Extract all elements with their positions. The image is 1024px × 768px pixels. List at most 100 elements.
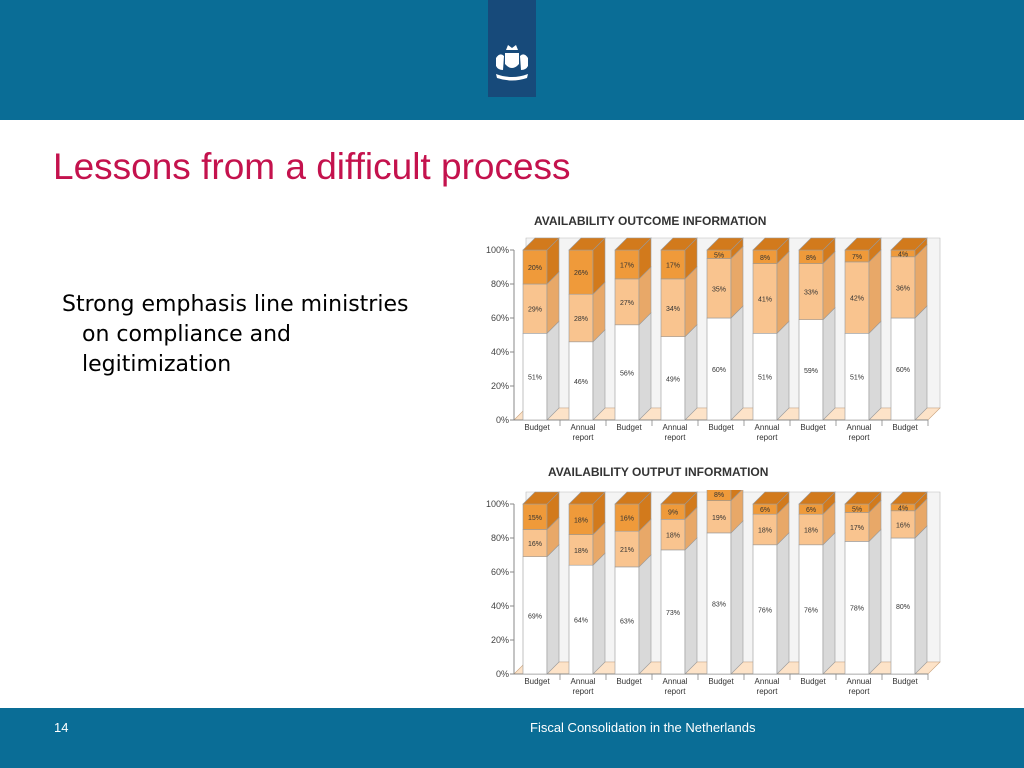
- body-text: Strong emphasis line ministries on compl…: [62, 292, 409, 377]
- category-label: Budget: [616, 423, 642, 432]
- data-label: 6%: [760, 507, 770, 514]
- category-label: Annual report: [847, 423, 872, 442]
- data-label: 28%: [574, 316, 588, 323]
- bar-side: [822, 306, 836, 421]
- data-label: 73%: [666, 610, 680, 617]
- bar-top: [568, 491, 606, 505]
- y-tick-label: 80%: [491, 279, 509, 289]
- bar-face: [522, 529, 548, 558]
- data-label: 36%: [896, 285, 910, 292]
- bar-face: [660, 278, 686, 338]
- category-label-line: Annual: [571, 423, 596, 432]
- data-label: 21%: [620, 547, 634, 554]
- category-label: Budget: [708, 677, 734, 686]
- bar-face: [522, 283, 548, 334]
- category-label: Budget: [524, 423, 550, 432]
- bar-side: [592, 329, 606, 421]
- bar-segment: 60%: [890, 305, 928, 421]
- bar-top: [890, 491, 928, 505]
- bar-segment: 35%: [706, 245, 744, 319]
- category-label-line: report: [665, 687, 687, 696]
- bar-side: [730, 520, 744, 675]
- data-label: 5%: [852, 506, 862, 513]
- top-bar: [0, 0, 1024, 120]
- bar-face: [614, 566, 640, 675]
- category-label: Annual report: [847, 677, 872, 696]
- data-label: 34%: [666, 306, 680, 313]
- category-label-line: Budget: [616, 677, 642, 686]
- bar-side: [776, 250, 790, 335]
- data-label: 18%: [758, 528, 772, 535]
- bar-segment: 17%: [614, 237, 652, 280]
- bar-face: [660, 549, 686, 675]
- y-tick-label: 100%: [486, 499, 509, 509]
- data-label: 7%: [852, 254, 862, 261]
- bar-top: [660, 237, 698, 251]
- bar-face: [706, 258, 732, 319]
- category-label-line: Budget: [524, 677, 550, 686]
- bar-face: [660, 336, 686, 421]
- category-label-line: Budget: [892, 677, 918, 686]
- data-label: 8%: [760, 255, 770, 262]
- data-label: 42%: [850, 296, 864, 303]
- y-tick-label: 60%: [491, 567, 509, 577]
- data-label: 51%: [758, 375, 772, 382]
- bar-side: [914, 525, 928, 675]
- bar-face: [660, 518, 686, 551]
- bar-segment: 69%: [522, 543, 560, 675]
- bar-segment: 49%: [660, 323, 698, 421]
- bar-face: [614, 530, 640, 568]
- bar-segment: 80%: [890, 525, 928, 675]
- category-label-line: Annual: [755, 677, 780, 686]
- bar-top: [752, 237, 790, 251]
- outcome-chart-title: AVAILABILITY OUTCOME INFORMATION: [534, 214, 767, 228]
- bar-segment: 33%: [798, 250, 836, 321]
- bar-side: [868, 249, 882, 335]
- data-label: 60%: [712, 367, 726, 374]
- category-label-line: Budget: [616, 423, 642, 432]
- bar-segment: 8%: [706, 490, 743, 502]
- bar-face: [522, 333, 548, 421]
- y-tick-label: 40%: [491, 601, 509, 611]
- bar-segment: 59%: [798, 306, 836, 421]
- data-label: 4%: [898, 505, 908, 512]
- bar-segment: 18%: [798, 501, 836, 546]
- y-tick-label: 0%: [496, 669, 509, 679]
- data-label: 69%: [528, 613, 542, 620]
- bar-segment: 9%: [660, 491, 698, 521]
- bar-side: [546, 543, 560, 675]
- bar-top: [798, 491, 836, 505]
- bar-side: [592, 552, 606, 675]
- bar-segment: 76%: [752, 532, 790, 675]
- bar-segment: 20%: [522, 237, 560, 285]
- data-label: 59%: [804, 368, 818, 375]
- data-label: 63%: [620, 618, 634, 625]
- bar-segment: 16%: [890, 498, 928, 539]
- category-label-line: report: [849, 687, 871, 696]
- bar-segment: 19%: [706, 490, 744, 534]
- category-label-line: report: [849, 433, 871, 442]
- data-label: 76%: [758, 607, 772, 614]
- category-label-line: Budget: [708, 677, 734, 686]
- data-label: 18%: [574, 517, 588, 524]
- data-label: 8%: [806, 255, 816, 262]
- category-label: Annual report: [571, 677, 596, 696]
- bar-segment: 26%: [568, 237, 606, 295]
- bar-segment: 83%: [706, 520, 744, 675]
- bar-side: [730, 490, 743, 502]
- data-label: 51%: [528, 375, 542, 382]
- bar-side: [684, 323, 698, 421]
- data-label: 26%: [574, 270, 588, 277]
- category-label-line: Budget: [524, 423, 550, 432]
- category-label-line: report: [573, 687, 595, 696]
- data-label: 76%: [804, 607, 818, 614]
- data-label: 19%: [712, 515, 726, 522]
- category-label-line: Annual: [755, 423, 780, 432]
- y-tick-label: 80%: [491, 533, 509, 543]
- bar-segment: 16%: [522, 516, 560, 558]
- bar-face: [798, 263, 824, 320]
- bar-segment: 51%: [752, 320, 790, 421]
- bar-face: [522, 503, 548, 530]
- page-number: 14: [54, 720, 69, 735]
- data-label: 5%: [714, 252, 724, 259]
